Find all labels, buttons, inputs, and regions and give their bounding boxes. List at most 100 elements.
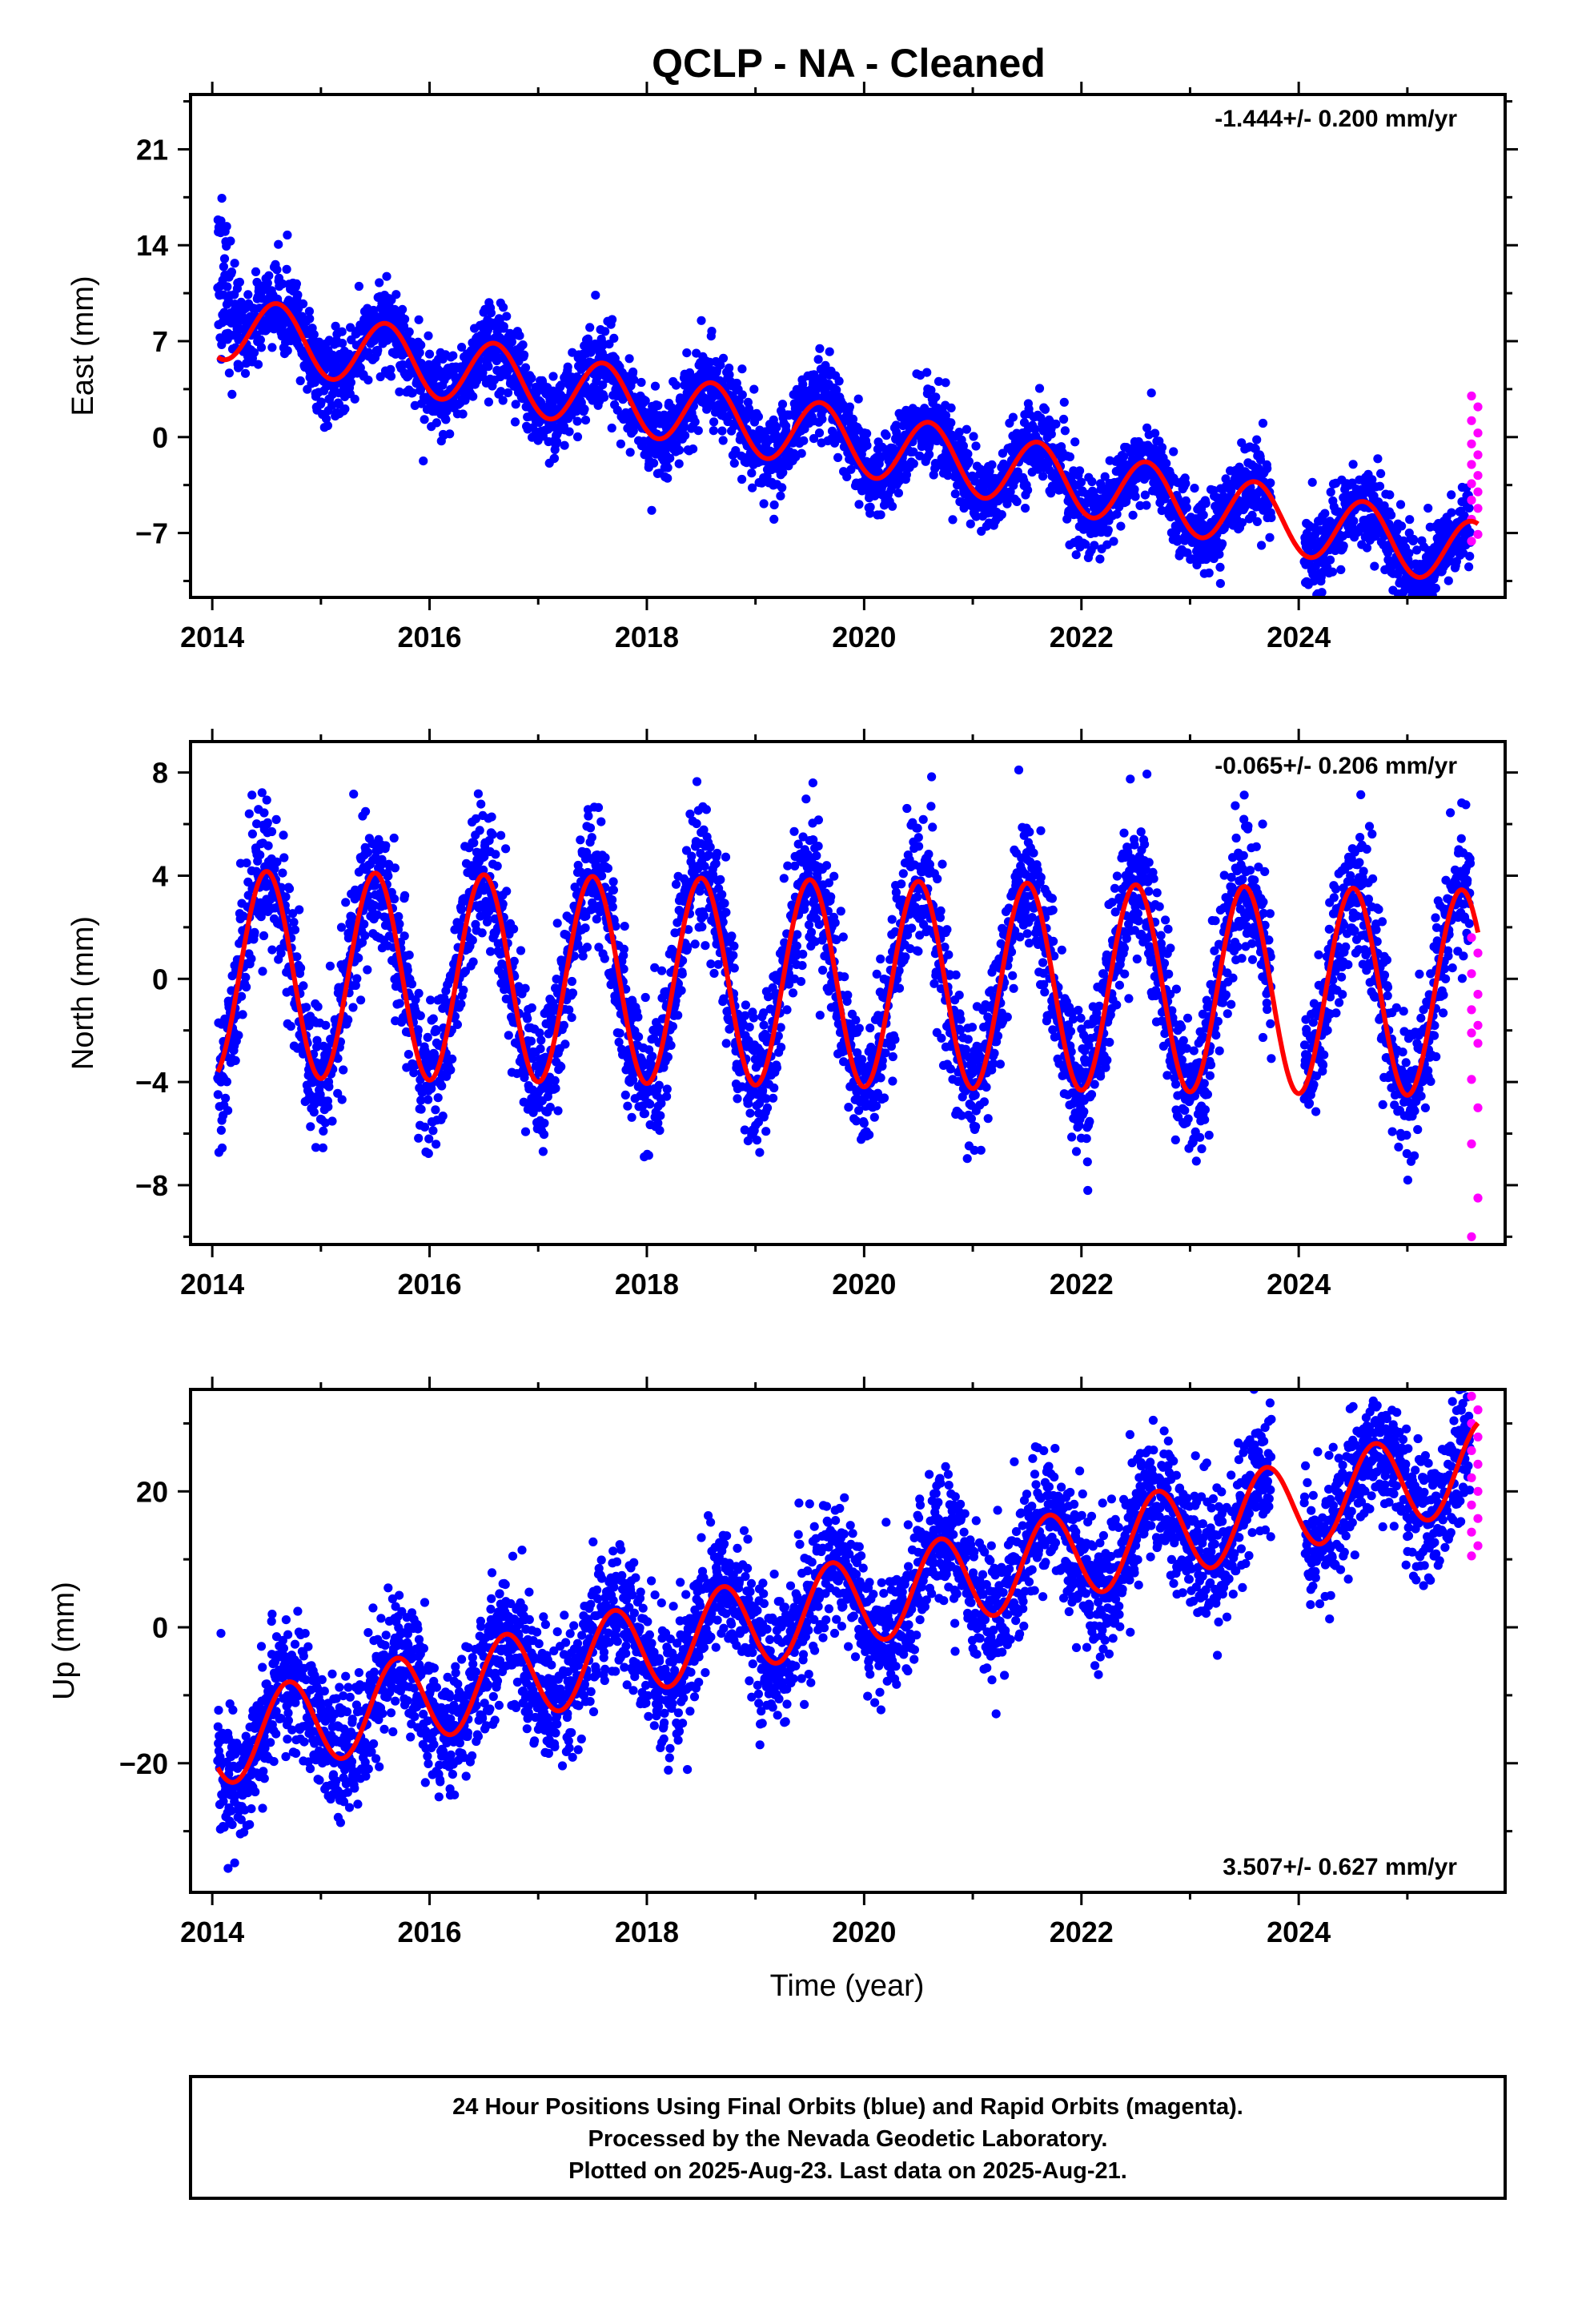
final-point: [267, 945, 277, 955]
final-point: [456, 921, 465, 931]
final-point: [224, 368, 234, 378]
final-point: [360, 931, 370, 940]
final-point: [1307, 477, 1317, 487]
final-point: [488, 830, 497, 839]
final-point: [1325, 555, 1335, 565]
final-point: [424, 331, 433, 340]
final-point: [1370, 561, 1379, 571]
final-point: [363, 847, 373, 858]
final-point: [737, 390, 747, 400]
final-point: [432, 418, 442, 428]
final-point: [865, 509, 875, 518]
final-point: [386, 364, 396, 374]
final-point: [216, 216, 226, 226]
final-point: [962, 424, 971, 434]
final-point: [424, 349, 435, 359]
final-point: [340, 404, 350, 414]
final-point: [250, 927, 259, 937]
final-point: [1103, 525, 1113, 535]
final-point: [559, 1020, 569, 1030]
final-point: [323, 420, 332, 431]
final-point: [446, 1065, 456, 1075]
final-point: [674, 445, 685, 455]
final-point: [217, 340, 227, 349]
final-point: [339, 1065, 348, 1075]
final-point: [520, 350, 529, 360]
final-point: [527, 1003, 536, 1013]
final-point: [516, 946, 526, 955]
final-point: [415, 348, 424, 357]
final-point: [737, 474, 747, 485]
final-point: [363, 965, 372, 975]
final-point: [1095, 554, 1105, 564]
final-point: [1423, 504, 1433, 513]
final-point: [1146, 388, 1156, 398]
final-point: [1237, 518, 1247, 528]
final-point: [560, 440, 569, 450]
final-point: [259, 808, 269, 818]
final-point: [777, 400, 788, 409]
final-point: [256, 912, 266, 922]
final-point: [1255, 455, 1266, 464]
final-point: [599, 392, 609, 402]
final-point: [311, 1143, 321, 1152]
final-point: [799, 436, 809, 445]
final-point: [1399, 536, 1408, 546]
y-tick-label: 0: [152, 421, 168, 454]
final-point: [338, 339, 347, 348]
final-point: [674, 459, 684, 468]
final-point: [747, 468, 757, 478]
x-tick-label: 2016: [397, 621, 461, 653]
final-point: [1443, 576, 1453, 585]
final-point: [424, 1095, 433, 1104]
final-point: [1023, 485, 1033, 495]
final-point: [716, 360, 725, 370]
final-point: [931, 392, 941, 402]
final-point: [1060, 426, 1070, 436]
final-point: [242, 858, 251, 868]
final-point: [414, 315, 424, 324]
final-point: [520, 363, 531, 372]
final-point: [404, 951, 414, 960]
final-point: [341, 898, 351, 907]
final-point: [492, 861, 502, 871]
final-point: [355, 363, 365, 372]
final-point: [442, 406, 452, 416]
final-point: [312, 1042, 322, 1051]
final-point: [242, 982, 251, 992]
y-tick-label: 14: [136, 229, 168, 262]
final-point: [286, 1021, 295, 1031]
final-point: [636, 377, 646, 388]
final-point: [278, 279, 287, 289]
rapid-point: [1473, 450, 1483, 460]
final-point: [400, 314, 410, 324]
final-point: [377, 854, 387, 864]
final-point: [409, 1068, 419, 1078]
final-point: [1403, 605, 1411, 613]
final-point: [915, 451, 925, 460]
final-point: [797, 448, 806, 458]
final-point: [438, 1112, 448, 1121]
final-point: [1172, 537, 1182, 546]
final-point: [1218, 539, 1227, 549]
final-point: [503, 388, 513, 398]
final-point: [284, 884, 295, 894]
final-point: [327, 1116, 337, 1126]
final-point: [223, 1106, 233, 1116]
final-point: [237, 991, 247, 1001]
final-point: [336, 923, 347, 932]
final-point: [934, 376, 944, 386]
final-point: [499, 303, 508, 312]
final-point: [809, 434, 819, 444]
final-point: [776, 491, 785, 501]
final-point: [416, 1104, 426, 1114]
final-point: [1142, 423, 1152, 432]
final-point: [437, 1081, 447, 1091]
final-point: [486, 308, 496, 318]
final-point: [337, 327, 347, 336]
final-point: [1040, 404, 1050, 414]
final-point: [1140, 490, 1150, 500]
final-point: [382, 271, 391, 281]
final-point: [257, 788, 267, 798]
final-point: [359, 919, 369, 929]
